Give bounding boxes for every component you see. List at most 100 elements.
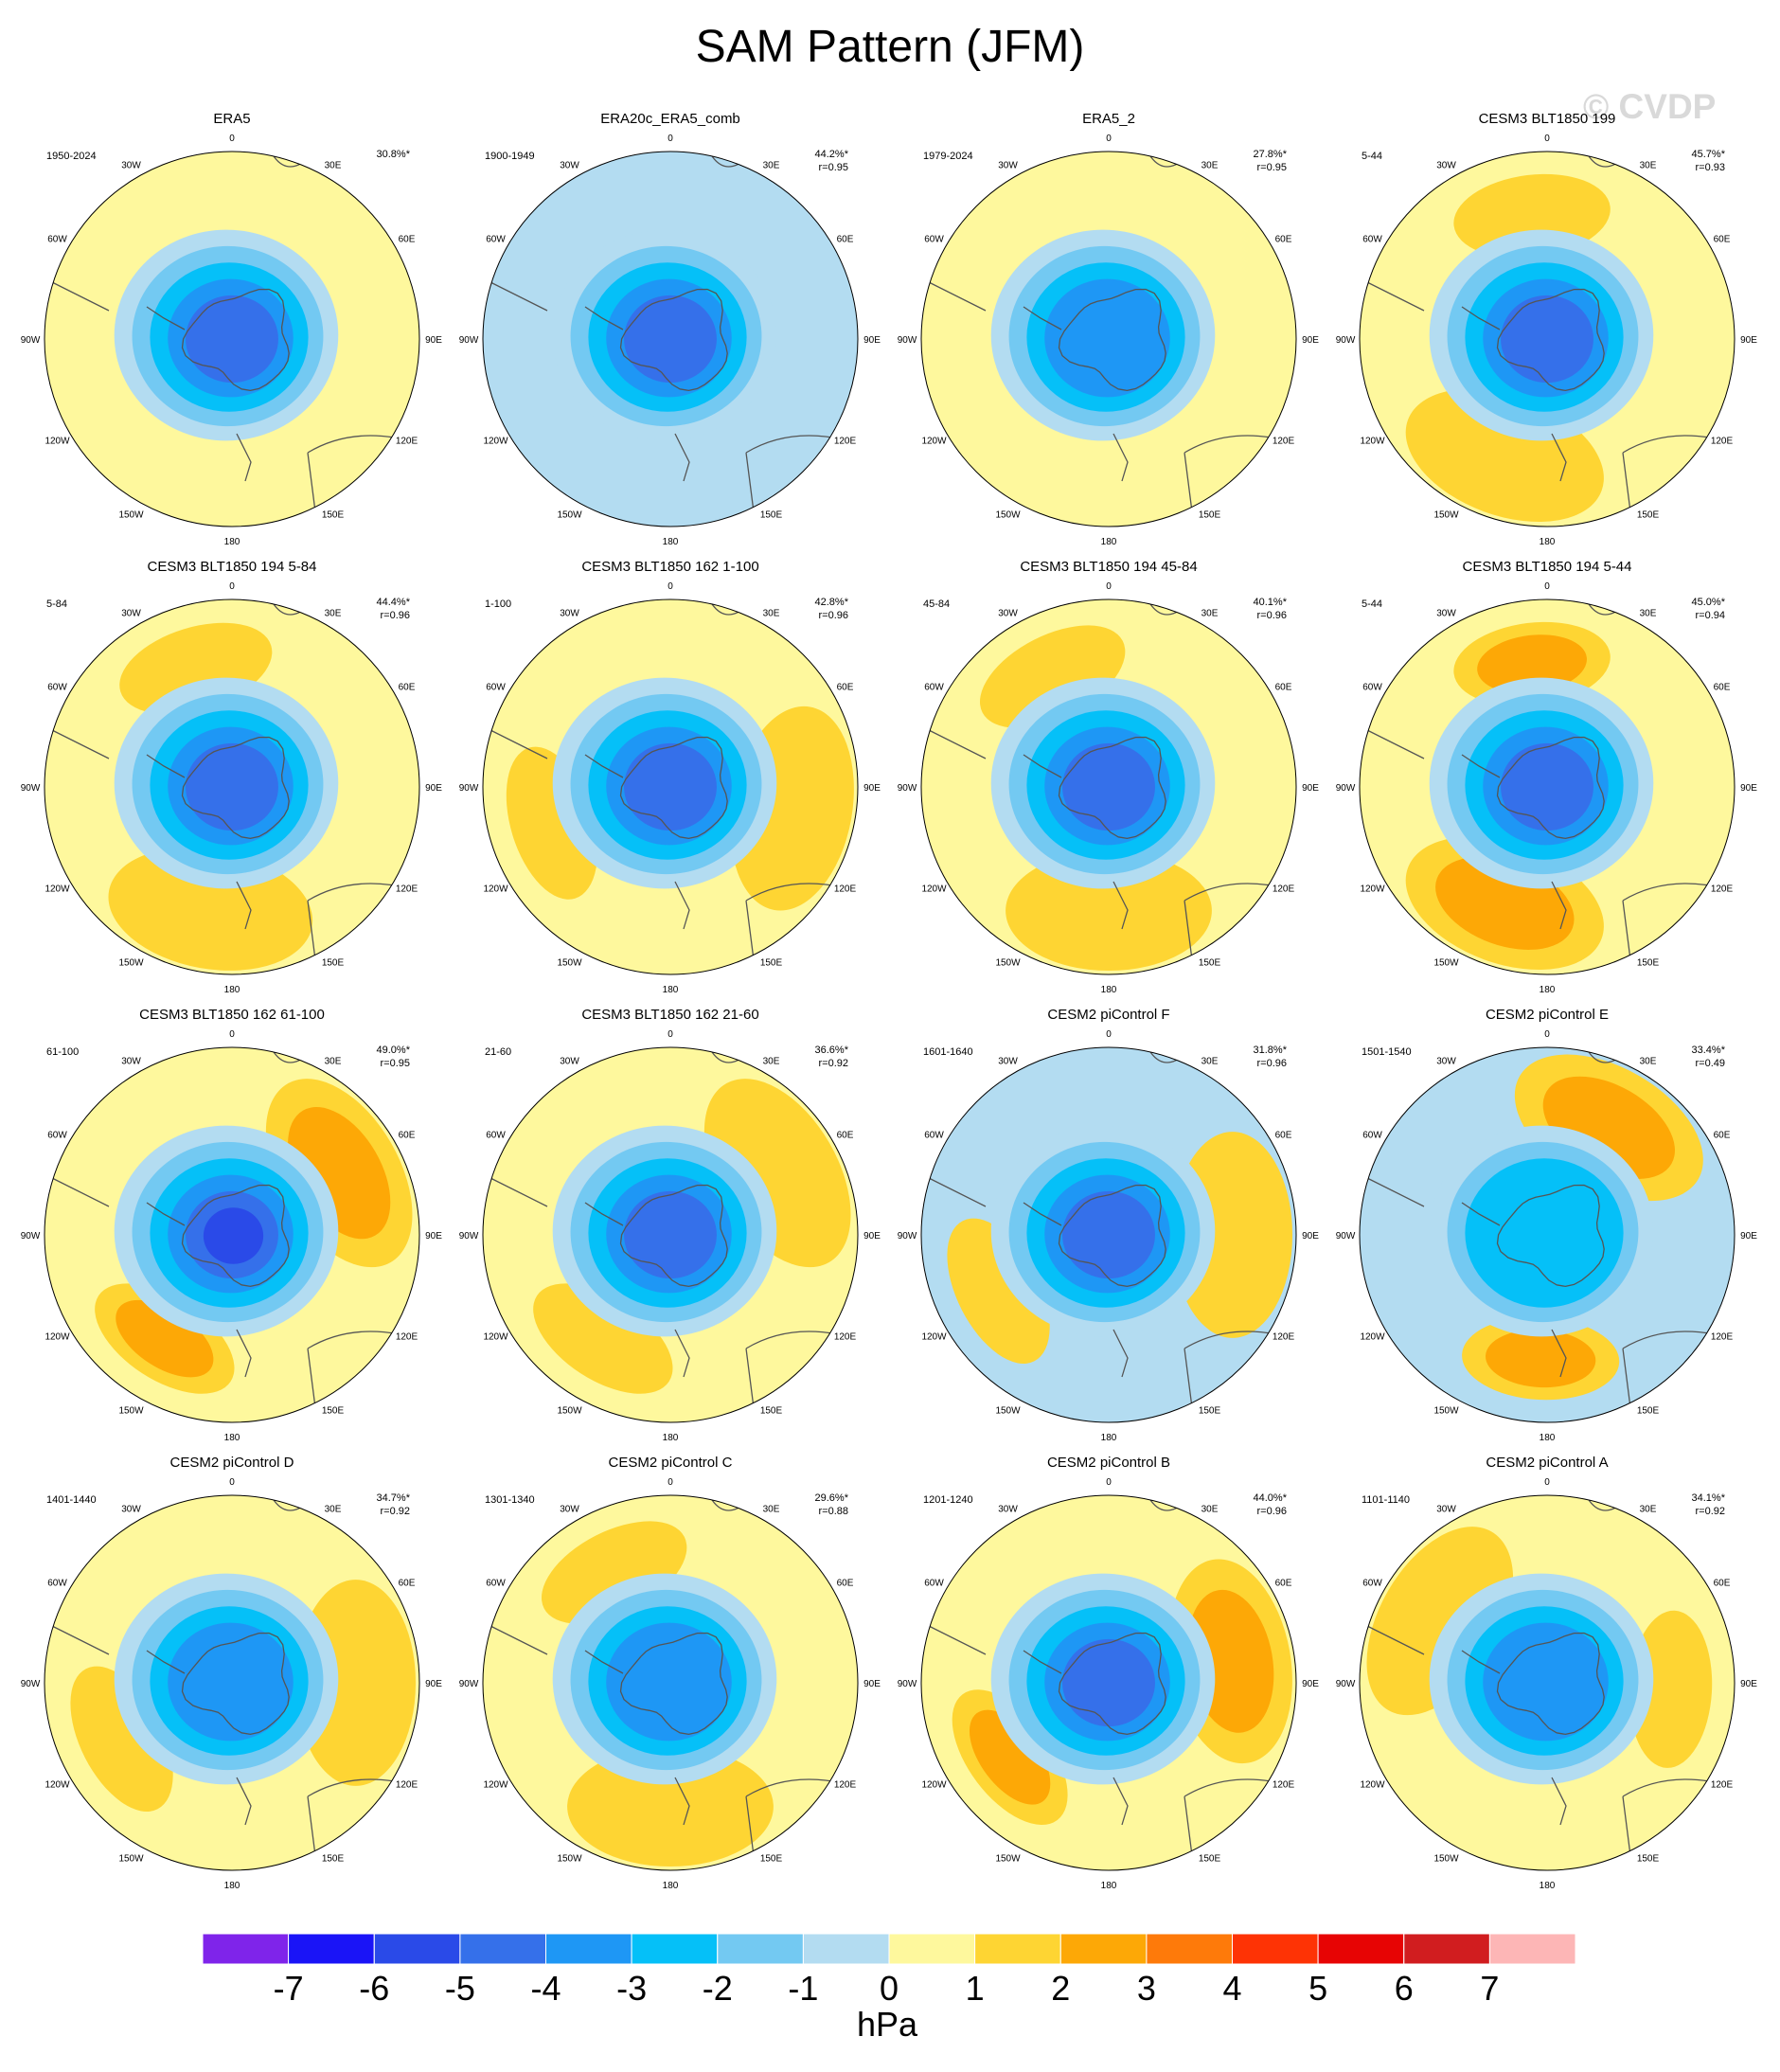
longitude-label: 30W: [998, 161, 1018, 171]
antarctic-peninsula: [146, 1202, 186, 1226]
longitude-label: 90W: [459, 783, 479, 794]
longitude-label: 0: [1106, 581, 1112, 592]
map-border: [482, 1494, 859, 1871]
map-border: [44, 1494, 420, 1871]
longitude-label: 150E: [1199, 1406, 1221, 1417]
antarctic-peninsula: [1023, 754, 1062, 778]
panel-title: ERA5: [213, 111, 250, 127]
colorbar-tick-label: 7: [1480, 1969, 1499, 2008]
new-zealand-coastline: [674, 881, 690, 930]
longitude-label: 150W: [1433, 1406, 1459, 1417]
longitude-label: 60W: [1362, 1131, 1382, 1141]
longitude-label: 60E: [1275, 235, 1292, 245]
longitude-label: 90E: [1740, 783, 1757, 794]
longitude-label: 120E: [1273, 1332, 1295, 1343]
longitude-label: 30W: [1436, 161, 1456, 171]
map-panel: 0 30E 60E 90E 120E 150E 180 150W 120W 90W 60W 30W CE…: [1336, 559, 1758, 995]
longitude-label: 90E: [863, 783, 881, 794]
panel-years: 1501-1540: [1362, 1046, 1412, 1058]
longitude-label: 90W: [459, 1679, 479, 1689]
antarctica-coastline: [181, 1184, 290, 1288]
longitude-label: 150W: [118, 1406, 144, 1417]
antarctica-coastline: [1496, 1632, 1605, 1736]
longitude-label: 120W: [921, 884, 947, 895]
panel-pattern-correlation: r=0.49: [1696, 1058, 1726, 1069]
colorbar-swatch: [459, 1933, 546, 1965]
longitude-label: 120E: [834, 437, 857, 447]
panel-years: 1601-1640: [923, 1046, 973, 1058]
panel-percent-variance: 40.1%*: [1254, 597, 1288, 608]
new-zealand-coastline: [236, 1777, 252, 1826]
new-zealand-coastline: [1112, 433, 1129, 482]
longitude-label: 150E: [1199, 1854, 1221, 1865]
longitude-label: 150W: [1433, 958, 1459, 969]
colorbar-swatch: [802, 1933, 890, 1965]
antarctica-coastline: [619, 288, 728, 392]
longitude-label: 90W: [21, 335, 41, 346]
longitude-label: 60E: [1714, 1131, 1731, 1141]
longitude-label: 60W: [486, 1131, 506, 1141]
antarctic-peninsula: [1023, 306, 1062, 330]
colorbar-swatch: [1403, 1933, 1490, 1965]
longitude-label: 60E: [837, 683, 854, 693]
new-zealand-coastline: [1551, 433, 1567, 482]
longitude-label: 30E: [1640, 1057, 1657, 1067]
antarctic-peninsula: [584, 754, 624, 778]
colorbar-swatch: [1146, 1933, 1234, 1965]
new-zealand-coastline: [236, 881, 252, 930]
longitude-label: 120W: [483, 884, 508, 895]
longitude-label: 120W: [1360, 884, 1385, 895]
antarctica-coastline: [181, 736, 290, 840]
panel-years: 1301-1340: [485, 1494, 535, 1506]
panel-title: CESM2 piControl B: [1047, 1455, 1170, 1471]
longitude-label: 30W: [998, 609, 1018, 619]
map-panel: 0 30E 60E 90E 120E 150E 180 150W 120W 90W 60W 30W CE…: [1336, 1007, 1758, 1443]
longitude-label: 30E: [1202, 1505, 1219, 1515]
negative-anomaly-contour: [1501, 742, 1593, 831]
longitude-label: 60W: [47, 1131, 67, 1141]
longitude-label: 60E: [837, 1131, 854, 1141]
new-zealand-coastline: [1551, 1329, 1567, 1378]
longitude-label: 30W: [560, 1057, 579, 1067]
antarctic-peninsula: [146, 1650, 186, 1674]
longitude-label: 180: [1101, 537, 1117, 547]
new-zealand-coastline: [236, 433, 252, 482]
longitude-label: 60W: [924, 1131, 944, 1141]
longitude-label: 180: [1540, 537, 1556, 547]
longitude-label: 120W: [921, 1780, 947, 1791]
negative-anomaly-contour: [624, 295, 717, 384]
panel-percent-variance: 45.0%*: [1692, 597, 1726, 608]
longitude-label: 180: [663, 1881, 679, 1891]
colorbar-tick-label: -6: [359, 1969, 389, 2008]
longitude-label: 90E: [1740, 335, 1757, 346]
new-zealand-coastline: [674, 433, 690, 482]
longitude-label: 30E: [1640, 609, 1657, 619]
positive-anomaly-lobe: [116, 1299, 214, 1378]
map-border: [1359, 1494, 1736, 1871]
new-zealand-coastline: [236, 1329, 252, 1378]
longitude-label: 120E: [1711, 1332, 1734, 1343]
longitude-label: 120E: [396, 437, 418, 447]
panel-percent-variance: 33.4%*: [1692, 1045, 1726, 1056]
map-panel: 0 30E 60E 90E 120E 150E 180 150W 120W 90W 60W 30W ER…: [21, 111, 443, 547]
longitude-label: 60W: [1362, 235, 1382, 245]
colorbar-tick-label: 2: [1051, 1969, 1070, 2008]
longitude-label: 60E: [1714, 683, 1731, 693]
map-panel: 0 30E 60E 90E 120E 150E 180 150W 120W 90W 60W 30W ER…: [459, 111, 881, 547]
panel-title: CESM2 piControl A: [1486, 1455, 1608, 1471]
antarctic-peninsula: [584, 306, 624, 330]
longitude-label: 150E: [1199, 510, 1221, 521]
longitude-label: 60E: [399, 1131, 416, 1141]
longitude-label: 60E: [399, 1579, 416, 1589]
cvdp-watermark: © CVDP: [1583, 87, 1717, 126]
longitude-label: 120W: [1360, 437, 1385, 447]
colorbar-tick-label: 0: [880, 1969, 899, 2008]
longitude-label: 60W: [1362, 1579, 1382, 1589]
longitude-label: 30E: [763, 1057, 780, 1067]
new-zealand-coastline: [1551, 1777, 1567, 1826]
antarctic-peninsula: [1461, 306, 1501, 330]
longitude-label: 60E: [399, 683, 416, 693]
longitude-label: 90W: [21, 783, 41, 794]
negative-anomaly-contour: [606, 1622, 732, 1742]
longitude-label: 150W: [557, 510, 582, 521]
